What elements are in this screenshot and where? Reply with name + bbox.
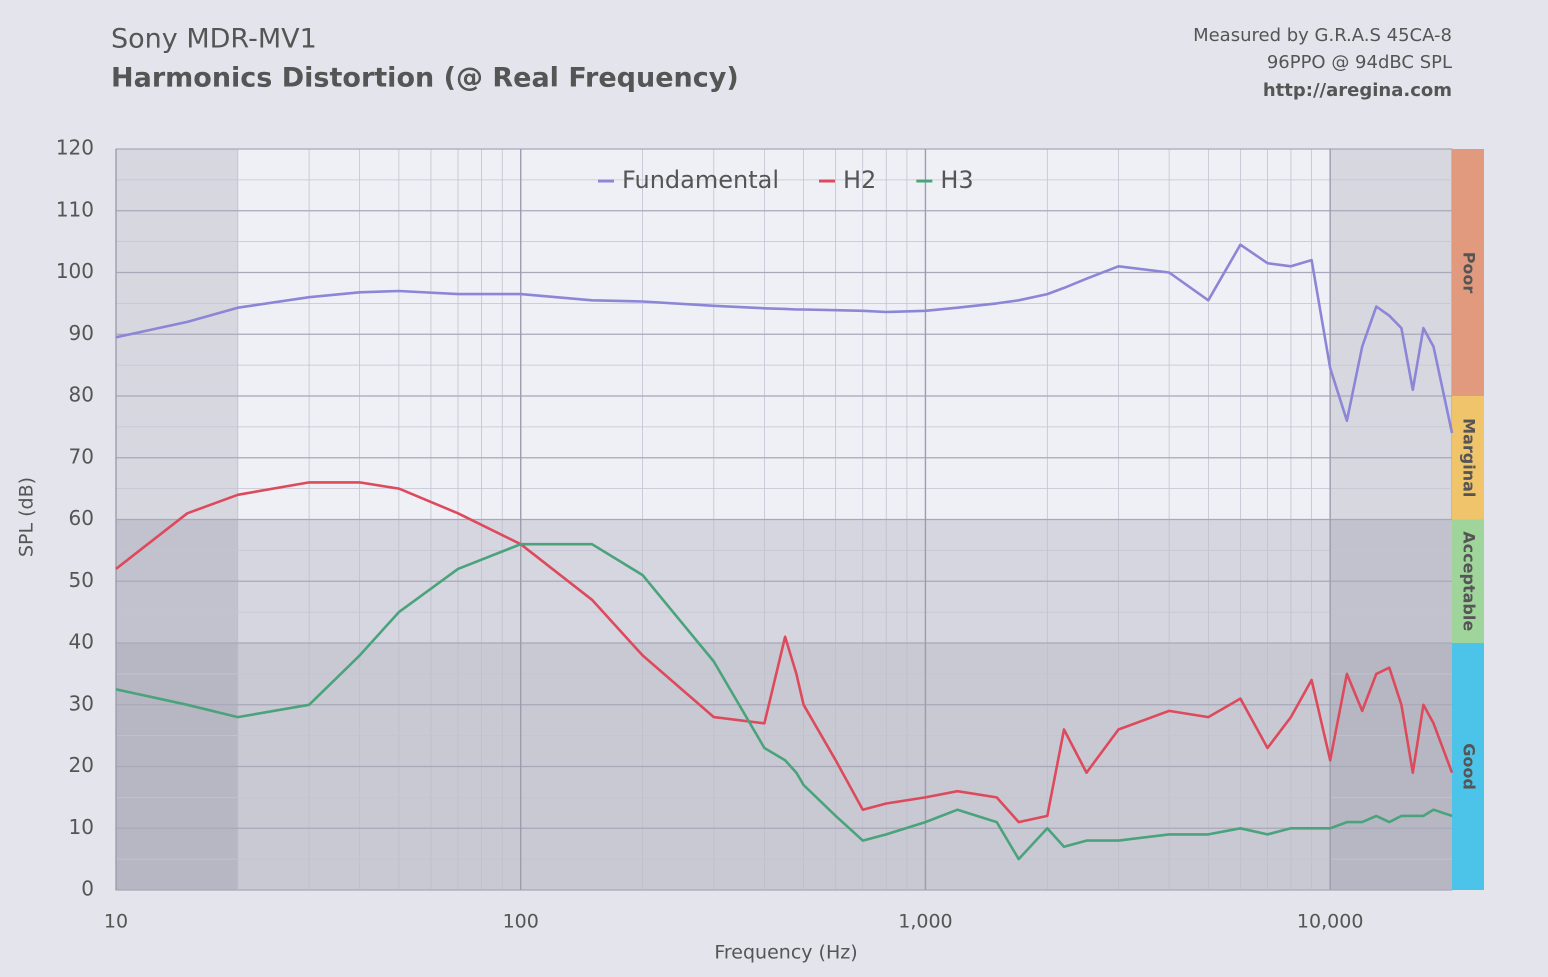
- rating-label: Marginal: [1460, 418, 1479, 497]
- y-tick-label: 30: [69, 691, 94, 715]
- rating-label: Poor: [1460, 252, 1479, 294]
- rating-band: [1452, 643, 1484, 890]
- x-tick-label: 10,000: [1297, 911, 1363, 933]
- x-tick-label: 100: [503, 911, 539, 933]
- rating-band: [1452, 149, 1484, 396]
- legend-label: H2: [843, 166, 876, 194]
- x-axis-label: Frequency (Hz): [714, 942, 857, 964]
- rating-band: [1452, 519, 1484, 643]
- y-tick-label: 70: [69, 444, 94, 468]
- series-line: [115, 243, 1454, 434]
- y-tick-label: 0: [81, 877, 94, 901]
- y-tick-label: 60: [69, 506, 94, 530]
- x-tick-label: 10: [104, 911, 128, 933]
- legend-label: Fundamental: [622, 166, 779, 194]
- y-tick-label: 120: [56, 136, 94, 160]
- y-tick-label: 20: [69, 753, 94, 777]
- chart-subtitle: Harmonics Distortion (@ Real Frequency): [111, 63, 739, 94]
- y-tick-label: 40: [69, 630, 94, 654]
- y-tick-label: 50: [69, 568, 94, 592]
- note: Measured by G.R.A.S 45CA-8: [1193, 25, 1452, 46]
- series-line: [115, 481, 1454, 824]
- series-line: [115, 542, 1453, 861]
- note: 96PPO @ 94dBC SPL: [1267, 52, 1452, 73]
- chart-title: Sony MDR-MV1: [111, 24, 317, 55]
- rating-band: [1452, 396, 1484, 520]
- legend-label: H3: [940, 166, 973, 194]
- legend-item: H2: [819, 166, 876, 194]
- y-tick-label: 100: [56, 259, 94, 283]
- y-tick-label: 110: [56, 197, 94, 221]
- rating-label: Acceptable: [1460, 531, 1479, 631]
- y-axis-label: SPL (dB): [16, 477, 38, 557]
- legend-item: Fundamental: [598, 166, 779, 194]
- rating-label: Good: [1460, 743, 1479, 790]
- note: http://aregina.com: [1263, 80, 1452, 101]
- y-tick-label: 80: [69, 383, 94, 407]
- legend-item: H3: [916, 166, 974, 194]
- x-tick-label: 1,000: [898, 911, 952, 933]
- y-tick-label: 90: [69, 321, 94, 345]
- y-tick-label: 10: [69, 815, 94, 839]
